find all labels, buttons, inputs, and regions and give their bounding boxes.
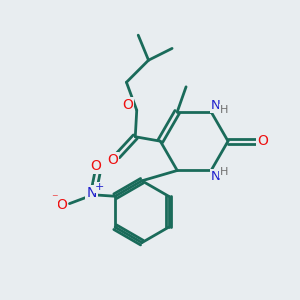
Text: H: H bbox=[220, 167, 229, 177]
Text: O: O bbox=[107, 153, 118, 167]
Text: ⁻: ⁻ bbox=[51, 192, 58, 205]
Text: N: N bbox=[86, 186, 97, 200]
Text: O: O bbox=[257, 134, 268, 148]
Text: N: N bbox=[211, 99, 220, 112]
Text: H: H bbox=[220, 105, 229, 116]
Text: O: O bbox=[91, 159, 101, 173]
Text: O: O bbox=[56, 198, 67, 212]
Text: N: N bbox=[211, 170, 220, 184]
Text: +: + bbox=[95, 182, 104, 192]
Text: O: O bbox=[122, 98, 133, 112]
